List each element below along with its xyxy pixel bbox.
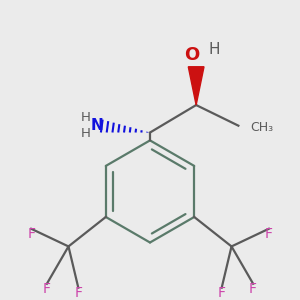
- Text: F: F: [43, 282, 51, 296]
- Text: H: H: [80, 127, 90, 140]
- Polygon shape: [188, 67, 204, 105]
- Text: F: F: [218, 286, 226, 300]
- Text: F: F: [74, 286, 82, 300]
- Text: H: H: [80, 111, 90, 124]
- Text: N: N: [91, 118, 103, 133]
- Text: F: F: [265, 227, 273, 241]
- Text: F: F: [249, 282, 257, 296]
- Text: O: O: [184, 46, 200, 64]
- Text: F: F: [27, 227, 35, 241]
- Text: H: H: [208, 42, 220, 57]
- Text: CH₃: CH₃: [250, 121, 273, 134]
